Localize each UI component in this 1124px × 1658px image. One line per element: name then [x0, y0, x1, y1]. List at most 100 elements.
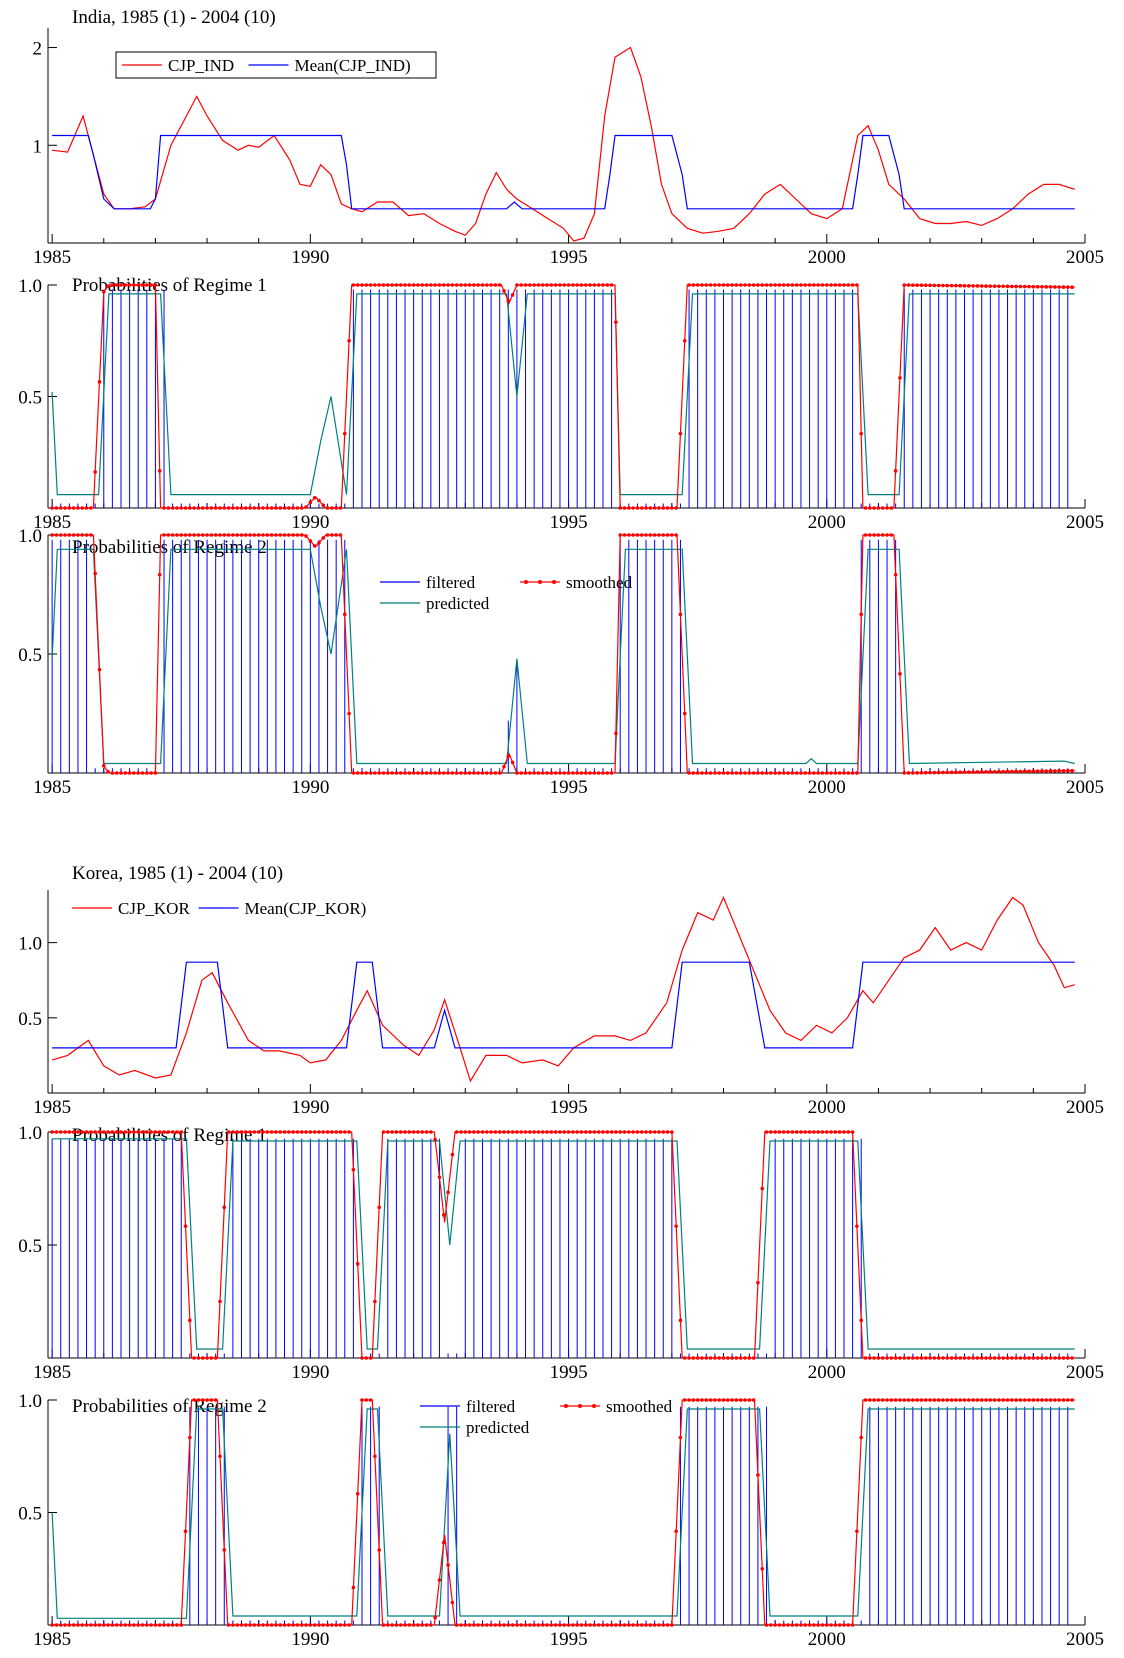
smoothed-point [209, 1398, 214, 1402]
x-tick-label: 1995 [550, 1097, 588, 1118]
smoothed-point [657, 506, 661, 510]
smoothed-point [605, 283, 610, 287]
smoothed-point [738, 283, 743, 287]
smoothed-point [794, 1623, 799, 1627]
smoothed-point [394, 1130, 399, 1134]
smoothed-point [553, 1623, 558, 1627]
x-tick-label: 2005 [1066, 777, 1104, 798]
smoothed-point [756, 1473, 760, 1477]
smoothed-point [571, 771, 575, 775]
smoothed-point [218, 1454, 222, 1459]
smoothed-point [725, 1398, 730, 1402]
smoothed-point [984, 1398, 988, 1402]
smoothed-point [119, 1623, 123, 1627]
smoothed-point [321, 536, 326, 540]
smoothed-point [842, 1130, 846, 1134]
smoothed-point [730, 771, 734, 775]
smoothed-point [807, 1623, 812, 1627]
smoothed-point [506, 299, 511, 303]
smoothed-point [837, 1623, 842, 1627]
smoothed-point [282, 1130, 287, 1134]
smoothed-point [967, 1356, 971, 1360]
smoothed-point [872, 506, 876, 510]
smoothed-point [627, 1623, 631, 1627]
smoothed-point [1057, 285, 1061, 289]
y-tick-label: 1.0 [18, 934, 42, 955]
x-tick-label: 1995 [550, 1362, 588, 1383]
smoothed-point [868, 533, 872, 537]
smoothed-point [1057, 1356, 1061, 1360]
smoothed-point [889, 533, 894, 537]
smoothed-point [708, 283, 713, 287]
smoothed-point [1044, 1356, 1049, 1360]
smoothed-point [1035, 284, 1040, 289]
smoothed-point [175, 533, 179, 537]
y-tick-label: 0.5 [18, 1236, 42, 1257]
x-tick-label: 1990 [291, 247, 329, 268]
smoothed-point [213, 506, 218, 510]
smoothed-point [386, 283, 390, 287]
smoothed-point [786, 283, 790, 287]
smoothed-point [484, 771, 489, 775]
smoothed-point [235, 1623, 239, 1627]
smoothed-point [63, 1130, 67, 1134]
smoothed-point [106, 284, 110, 288]
smoothed-point [756, 283, 760, 287]
smoothed-point [480, 771, 485, 775]
smoothed-point [132, 771, 136, 775]
smoothed-point [721, 771, 726, 775]
smoothed-point [114, 771, 119, 775]
smoothed-point [837, 283, 842, 287]
smoothed-point [123, 1623, 128, 1627]
smoothed-point [605, 1130, 610, 1134]
smoothed-point [252, 1623, 257, 1627]
smoothed-point [132, 283, 136, 287]
smoothed-point [1010, 284, 1014, 289]
smoothed-point [635, 1623, 640, 1627]
smoothed-point [639, 1623, 644, 1627]
smoothed-point [532, 1623, 536, 1627]
smoothed-point [695, 283, 700, 287]
smoothed-point [282, 1623, 287, 1627]
smoothed-point [355, 771, 360, 775]
smoothed-point [863, 533, 868, 537]
smoothed-point [911, 1356, 915, 1360]
smoothed-point [794, 283, 799, 287]
smoothed-point [411, 1130, 416, 1134]
smoothed-point [166, 1130, 171, 1134]
smoothed-point [183, 1529, 188, 1534]
smoothed-point [235, 506, 239, 510]
smoothed-point [786, 1623, 790, 1627]
smoothed-point [868, 1356, 872, 1360]
smoothed-point [97, 667, 102, 672]
smoothed-point [919, 1398, 924, 1402]
smoothed-point [136, 1623, 141, 1627]
smoothed-point [1048, 769, 1053, 773]
smoothed-point [1018, 1398, 1023, 1402]
smoothed-point [743, 771, 747, 775]
smoothed-point [454, 1130, 459, 1134]
smoothed-point [760, 1186, 765, 1191]
smoothed-point [222, 1548, 227, 1552]
smoothed-point [304, 1130, 308, 1134]
smoothed-point [575, 283, 579, 287]
smoothed-point [893, 1356, 898, 1360]
smoothed-point [713, 1356, 717, 1360]
smoothed-point [898, 672, 902, 676]
smoothed-point [291, 506, 295, 510]
smoothed-point [967, 770, 971, 774]
smoothed-point [915, 771, 919, 775]
smoothed-point [743, 283, 747, 287]
smoothed-point [179, 1130, 184, 1134]
smoothed-point [579, 1623, 584, 1627]
smoothed-point [833, 1130, 838, 1134]
smoothed-point [803, 1130, 808, 1134]
smoothed-point [790, 283, 795, 287]
smoothed-point [334, 1130, 338, 1134]
smoothed-point [209, 533, 214, 537]
smoothed-point [1022, 1398, 1027, 1402]
smoothed-point [807, 283, 812, 287]
smoothed-point [902, 1356, 907, 1360]
smoothed-point [954, 1398, 958, 1402]
smoothed-point [588, 771, 592, 775]
